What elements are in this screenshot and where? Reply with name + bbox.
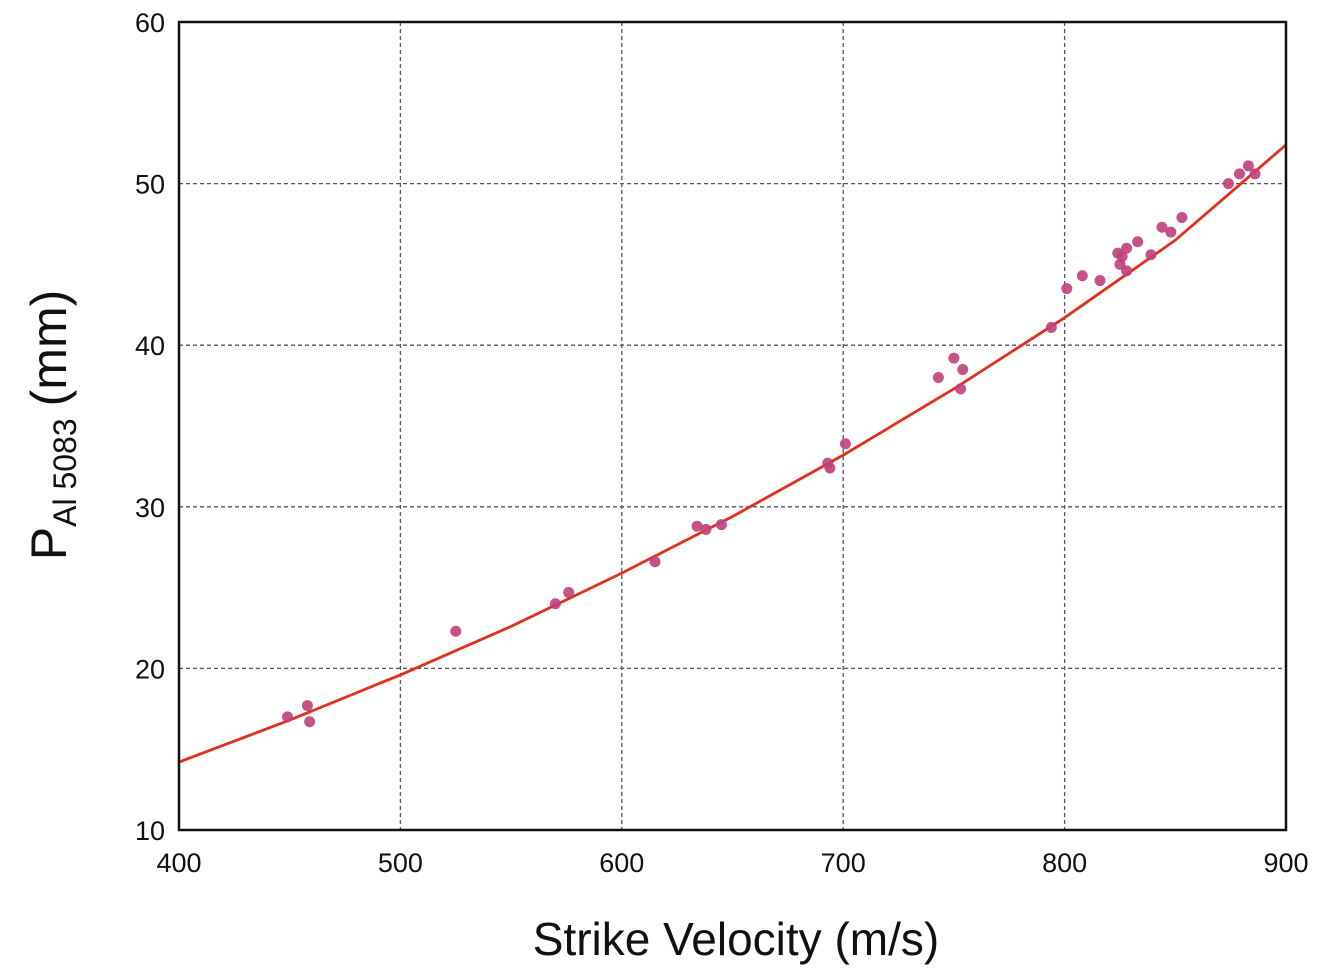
data-point bbox=[1132, 236, 1144, 248]
x-tick-label: 800 bbox=[1042, 848, 1087, 878]
data-point bbox=[1165, 226, 1177, 238]
y-axis-label-symbol: P bbox=[21, 527, 77, 560]
plot-frame bbox=[177, 20, 1288, 832]
x-tick-label: 900 bbox=[1263, 848, 1308, 878]
y-tick-label: 10 bbox=[135, 816, 165, 846]
data-point bbox=[715, 519, 727, 531]
data-point bbox=[281, 711, 293, 723]
data-point bbox=[1121, 265, 1133, 277]
data-point bbox=[301, 700, 313, 712]
data-point bbox=[948, 352, 960, 364]
data-point bbox=[1045, 321, 1057, 333]
data-point bbox=[700, 523, 712, 535]
fit-curve-layer bbox=[178, 143, 1287, 764]
data-point bbox=[649, 556, 661, 568]
y-tick-label: 60 bbox=[135, 8, 165, 38]
y-tick-label: 30 bbox=[135, 493, 165, 523]
y-tick-label: 20 bbox=[135, 654, 165, 684]
data-point bbox=[839, 438, 851, 450]
x-tick-label: 400 bbox=[156, 848, 201, 878]
fit-curve bbox=[178, 143, 1287, 764]
data-point bbox=[1234, 168, 1246, 180]
data-point bbox=[1121, 242, 1133, 254]
data-point bbox=[563, 586, 575, 598]
data-point bbox=[1061, 283, 1073, 295]
data-point bbox=[1176, 212, 1188, 224]
data-point bbox=[304, 716, 316, 728]
data-point bbox=[1249, 168, 1261, 180]
data-point bbox=[1242, 160, 1254, 172]
data-points-layer bbox=[281, 160, 1261, 728]
data-point bbox=[955, 383, 967, 395]
data-point bbox=[1222, 178, 1234, 190]
y-axis-label-unit: (mm) bbox=[21, 290, 77, 407]
data-point bbox=[824, 462, 836, 474]
data-point bbox=[1145, 249, 1157, 261]
y-axis-label-subscript: Al 5083 bbox=[47, 418, 83, 527]
data-point bbox=[932, 372, 944, 384]
y-axis-label: PAl 5083 (mm) bbox=[21, 290, 83, 561]
x-tick-label: 700 bbox=[821, 848, 866, 878]
data-point bbox=[957, 363, 969, 375]
grid-lines bbox=[179, 22, 1286, 830]
x-axis-label: Strike Velocity (m/s) bbox=[533, 913, 939, 965]
x-axis-ticks: 400 500 600 700 800 900 bbox=[156, 848, 1308, 878]
y-tick-label: 40 bbox=[135, 331, 165, 361]
x-tick-label: 600 bbox=[599, 848, 644, 878]
data-point bbox=[1094, 275, 1106, 287]
data-point bbox=[549, 598, 561, 610]
svg-text:PAl 5083(mm): PAl 5083 (mm) bbox=[21, 290, 83, 561]
y-axis-ticks: 10 20 30 40 50 60 bbox=[135, 8, 165, 846]
data-point bbox=[1116, 250, 1128, 262]
y-tick-label: 50 bbox=[135, 170, 165, 200]
data-point bbox=[1156, 221, 1168, 233]
data-point bbox=[450, 625, 462, 637]
data-point bbox=[1076, 270, 1088, 282]
data-point bbox=[691, 520, 703, 532]
x-tick-label: 500 bbox=[378, 848, 423, 878]
